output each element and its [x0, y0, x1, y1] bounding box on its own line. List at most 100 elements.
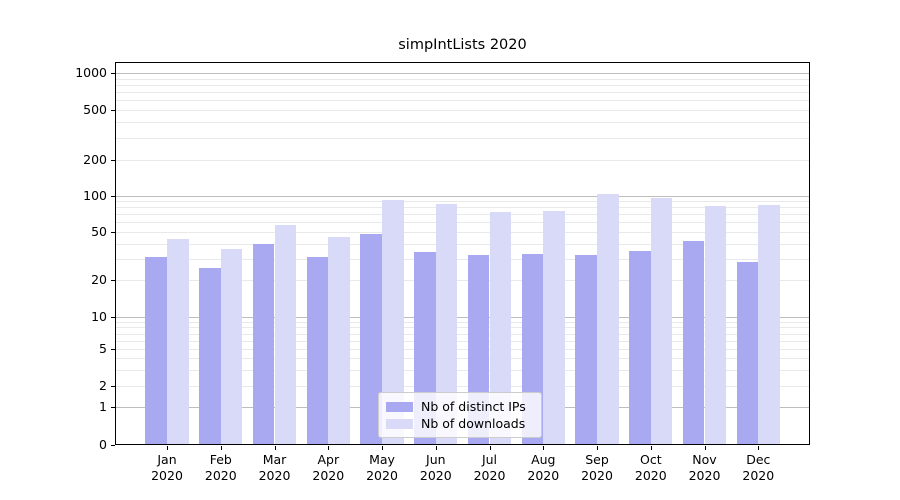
gridline-4	[115, 358, 810, 360]
gridline-1000	[115, 73, 810, 75]
xtick-year: 2020	[312, 467, 345, 483]
gridline-6	[115, 340, 810, 342]
bar-feb-downloads	[220, 249, 243, 445]
xtick-mark-oct	[650, 446, 652, 450]
xtick-label-nov: Nov 2020	[675, 452, 735, 483]
xtick-label-jun: Jun 2020	[406, 452, 466, 483]
xtick-mark-jan	[167, 446, 168, 450]
xtick-mark-sep	[597, 446, 598, 450]
gridline-40	[115, 243, 810, 245]
xtick-month: Oct	[639, 452, 662, 467]
ytick-label-5: 5	[99, 341, 107, 357]
bar-dec-ips	[736, 262, 759, 445]
xtick-year: 2020	[366, 467, 398, 483]
bar-jun-downloads	[435, 203, 458, 445]
bar-feb-ips	[199, 268, 221, 445]
gridline-100	[115, 195, 810, 197]
xtick-year: 2020	[527, 467, 560, 483]
gridline-30	[115, 258, 810, 260]
gridline-600	[115, 100, 810, 102]
ytick-label-10: 10	[91, 308, 107, 324]
gridline-5	[115, 349, 810, 351]
xtick-label-jan: Jan 2020	[137, 452, 197, 483]
bar-jan-ips	[145, 257, 167, 445]
legend-row-ips: Nb of distinct IPs	[386, 398, 541, 415]
xtick-month: Jun	[426, 452, 446, 467]
ytick-label-200: 200	[83, 152, 107, 167]
xtick-year: 2020	[688, 467, 721, 483]
ytick-mark-500	[111, 110, 115, 111]
xtick-label-feb: Feb 2020	[191, 452, 251, 483]
xtick-mark-feb	[220, 446, 222, 450]
gridline-8	[115, 327, 810, 329]
ytick-label-50: 50	[91, 223, 107, 239]
bar-jan-downloads	[167, 238, 189, 445]
xtick-month: Nov	[692, 452, 717, 467]
gridline-10	[115, 316, 810, 318]
ytick-label-0: 0	[99, 437, 107, 452]
xtick-year: 2020	[634, 467, 667, 483]
xtick-month: Apr	[317, 452, 340, 467]
gridline-7	[115, 333, 810, 335]
gridline-90	[115, 201, 810, 203]
xtick-label-may: May 2020	[352, 452, 412, 483]
ytick-mark-10	[111, 316, 115, 318]
ytick-label-500: 500	[83, 102, 107, 117]
xtick-label-aug: Aug 2020	[513, 452, 573, 483]
ytick-mark-1000	[111, 73, 115, 75]
ytick-mark-50	[111, 231, 115, 233]
gridline-80	[115, 207, 810, 209]
bar-sep-downloads	[597, 194, 619, 445]
gridline-800	[115, 85, 810, 87]
legend: Nb of distinct IPs Nb of downloads	[378, 392, 542, 438]
ytick-mark-20	[111, 280, 115, 281]
gridline-500	[115, 110, 810, 111]
bar-jul-downloads	[489, 212, 512, 445]
gridline-300	[115, 137, 810, 139]
chart-title: simpIntLists 2020	[398, 37, 527, 53]
gridline-900	[115, 78, 810, 80]
ytick-label-100: 100	[83, 187, 107, 203]
bar-nov-ips	[682, 241, 705, 445]
ytick-label-2: 2	[99, 378, 107, 393]
bar-apr-ips	[306, 257, 329, 445]
xtick-mark-nov	[704, 446, 706, 450]
xtick-year: 2020	[473, 467, 506, 483]
bar-aug-downloads	[543, 210, 565, 445]
xtick-year: 2020	[151, 467, 183, 483]
xtick-label-mar: Mar 2020	[245, 452, 305, 483]
xtick-mark-dec	[758, 446, 760, 450]
ytick-mark-100	[111, 195, 115, 197]
gridline-700	[115, 92, 810, 94]
xtick-year: 2020	[419, 467, 452, 483]
ytick-mark-0	[111, 445, 115, 446]
ytick-mark-5	[111, 349, 115, 351]
plot-area	[115, 62, 810, 445]
gridline-50	[115, 231, 810, 233]
xtick-label-oct: Oct 2020	[621, 452, 681, 483]
xtick-mark-apr	[328, 446, 330, 450]
xtick-month: Mar	[262, 452, 287, 467]
bar-sep-ips	[575, 255, 597, 445]
bar-apr-downloads	[328, 237, 350, 445]
xtick-year: 2020	[581, 467, 613, 483]
gridline-2	[115, 386, 810, 387]
legend-label-ips: Nb of distinct IPs	[421, 399, 526, 414]
xtick-label-dec: Dec 2020	[728, 452, 788, 483]
xtick-month: Dec	[746, 452, 771, 467]
ytick-mark-2	[111, 386, 115, 387]
ytick-label-20: 20	[91, 272, 107, 287]
xtick-mark-aug	[543, 446, 545, 450]
bar-oct-ips	[629, 250, 651, 445]
xtick-label-apr: Apr 2020	[298, 452, 358, 483]
xtick-month: Aug	[531, 452, 556, 467]
xtick-year: 2020	[204, 467, 237, 483]
xtick-mark-mar	[274, 446, 276, 450]
xtick-month: Jul	[481, 452, 498, 467]
bar-oct-downloads	[650, 197, 673, 445]
gridline-200	[115, 160, 810, 161]
bar-may-downloads	[382, 199, 404, 445]
ytick-label-1: 1	[99, 399, 107, 415]
legend-swatch-downloads	[386, 418, 413, 429]
